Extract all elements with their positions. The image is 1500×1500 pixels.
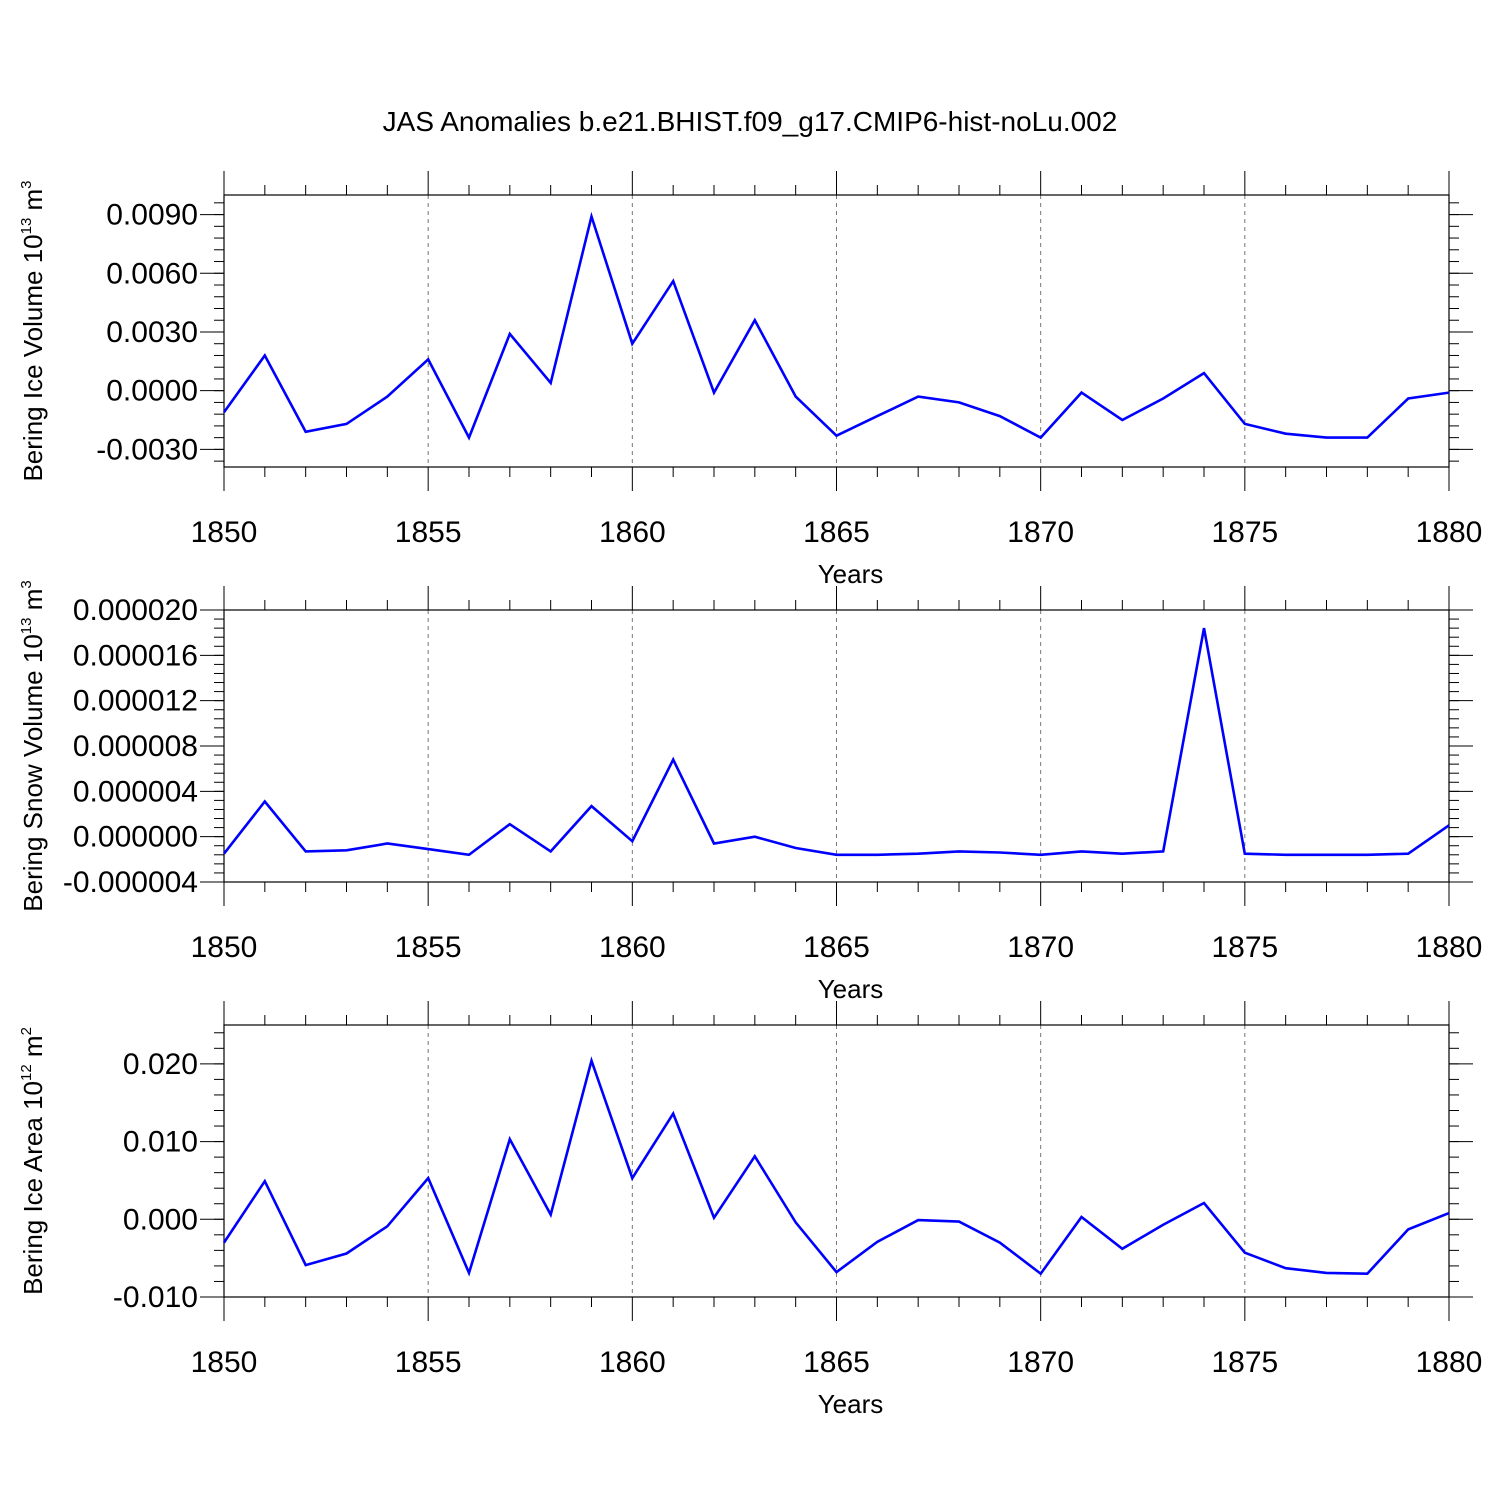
x-axis-title: Years: [818, 559, 884, 589]
x-tick-label: 1865: [803, 931, 870, 964]
x-tick-label: 1870: [1007, 931, 1074, 964]
y-tick-label: 0.000000: [73, 821, 198, 854]
x-tick-label: 1850: [191, 931, 258, 964]
series-line: [222, 1056, 1450, 1277]
y-axis-title-unit: m: [18, 589, 48, 618]
x-tick-label: 1875: [1211, 516, 1278, 549]
x-tick-label: 1850: [191, 516, 258, 549]
y-tick-label: 0.0060: [106, 257, 198, 290]
y-tick-label: 0.000012: [73, 685, 198, 718]
x-tick-label: 1855: [395, 516, 462, 549]
y-axis-title-text: Bering Snow Volume 10: [18, 634, 48, 912]
x-tick-label: 1860: [599, 516, 666, 549]
y-tick-label: 0.000004: [73, 775, 198, 808]
y-axis-title-exponent: 13: [18, 218, 35, 235]
chart-panel-1: 1850 1855 1860 1865 1870 1875 1880 -0.0030 0.000…: [18, 171, 1482, 589]
x-tick-label: 1875: [1211, 931, 1278, 964]
chart-panel-2: 1850 1855 1860 1865 1870 1875 1880 -0.000004 0.0…: [18, 580, 1482, 1004]
y-axis-title: Bering Snow Volume 1013 m3: [18, 580, 48, 911]
y-tick-label: -0.000004: [63, 866, 198, 899]
series-line: [222, 211, 1450, 441]
y-axis-title: Bering Ice Area 1012 m2: [18, 1027, 48, 1295]
y-tick-label: 0.000008: [73, 730, 198, 763]
x-tick-label: 1880: [1416, 1346, 1483, 1379]
y-axis-title-unit-exponent: 2: [18, 1027, 35, 1035]
y-axis-title-exponent: 13: [18, 618, 35, 635]
y-tick-label: 0.000: [123, 1203, 198, 1236]
figure-title: JAS Anomalies b.e21.BHIST.f09_g17.CMIP6-…: [383, 106, 1118, 137]
y-axis-title-text: Bering Ice Volume 10: [18, 234, 48, 481]
x-tick-label: 1865: [803, 516, 870, 549]
x-tick-label: 1850: [191, 1346, 258, 1379]
x-axis-title: Years: [818, 1389, 884, 1419]
x-tick-label: 1875: [1211, 1346, 1278, 1379]
y-axis-title-unit: m: [18, 1035, 48, 1064]
y-axis-title-text: Bering Ice Area 10: [18, 1081, 48, 1295]
y-tick-label: 0.0030: [106, 316, 198, 349]
x-tick-label: 1865: [803, 1346, 870, 1379]
y-axis-title: Bering Ice Volume 1013 m3: [18, 180, 48, 481]
series-line: [222, 627, 1450, 857]
chart-panel-3: 1850 1855 1860 1865 1870 1875 1880 -0.010 0.000 0…: [18, 1001, 1482, 1419]
x-tick-label: 1860: [599, 1346, 666, 1379]
y-tick-label: -0.0030: [96, 433, 198, 466]
chart-panels: 1850 1855 1860 1865 1870 1875 1880 -0.0030 0.000…: [18, 171, 1482, 1419]
x-axis-title: Years: [818, 974, 884, 1004]
x-tick-label: 1855: [395, 1346, 462, 1379]
y-axis-title-unit-exponent: 3: [18, 180, 35, 188]
x-tick-label: 1860: [599, 931, 666, 964]
y-tick-label: 0.000016: [73, 639, 198, 672]
x-tick-label: 1880: [1416, 931, 1483, 964]
x-tick-label: 1870: [1007, 1346, 1074, 1379]
y-tick-label: 0.020: [123, 1048, 198, 1081]
y-tick-label: 0.000020: [73, 594, 198, 627]
x-tick-label: 1880: [1416, 516, 1483, 549]
y-tick-label: 0.010: [123, 1126, 198, 1159]
y-axis-title-unit-exponent: 3: [18, 580, 35, 588]
y-tick-label: -0.010: [113, 1281, 198, 1314]
x-tick-label: 1855: [395, 931, 462, 964]
x-tick-label: 1870: [1007, 516, 1074, 549]
y-axis-title-unit: m: [18, 189, 48, 218]
y-tick-label: 0.0090: [106, 199, 198, 232]
y-tick-label: 0.0000: [106, 375, 198, 408]
y-axis-title-exponent: 12: [18, 1064, 35, 1081]
